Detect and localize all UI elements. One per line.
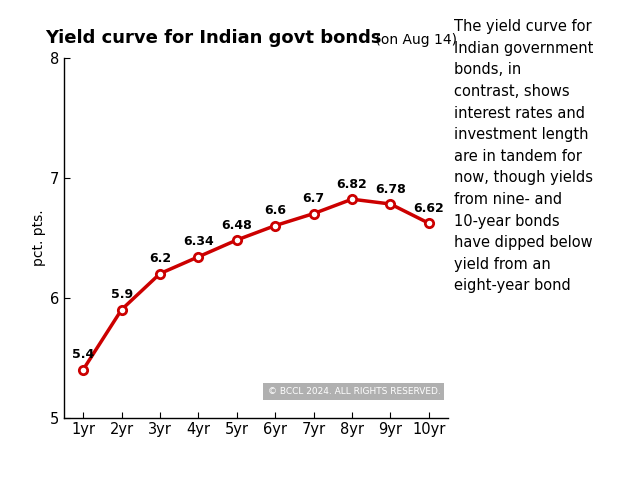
Text: 5.9: 5.9 <box>111 288 132 301</box>
Text: 6.7: 6.7 <box>303 192 324 205</box>
Text: 6.48: 6.48 <box>221 218 252 231</box>
Text: The yield curve for
Indian government
bonds, in
contrast, shows
interest rates a: The yield curve for Indian government bo… <box>454 19 594 293</box>
Text: (on Aug 14): (on Aug 14) <box>371 33 457 47</box>
Text: 6.34: 6.34 <box>183 235 214 249</box>
Text: 6.2: 6.2 <box>149 252 171 265</box>
Y-axis label: pct. pts.: pct. pts. <box>31 209 45 266</box>
Text: 6.6: 6.6 <box>264 204 286 217</box>
Text: 5.4: 5.4 <box>72 348 94 361</box>
Text: Yield curve for Indian govt bonds: Yield curve for Indian govt bonds <box>45 29 381 47</box>
Text: 6.62: 6.62 <box>413 202 444 215</box>
Text: 6.82: 6.82 <box>337 178 367 191</box>
Text: 6.78: 6.78 <box>375 182 406 195</box>
Text: © BCCL 2024. ALL RIGHTS RESERVED.: © BCCL 2024. ALL RIGHTS RESERVED. <box>268 387 440 396</box>
